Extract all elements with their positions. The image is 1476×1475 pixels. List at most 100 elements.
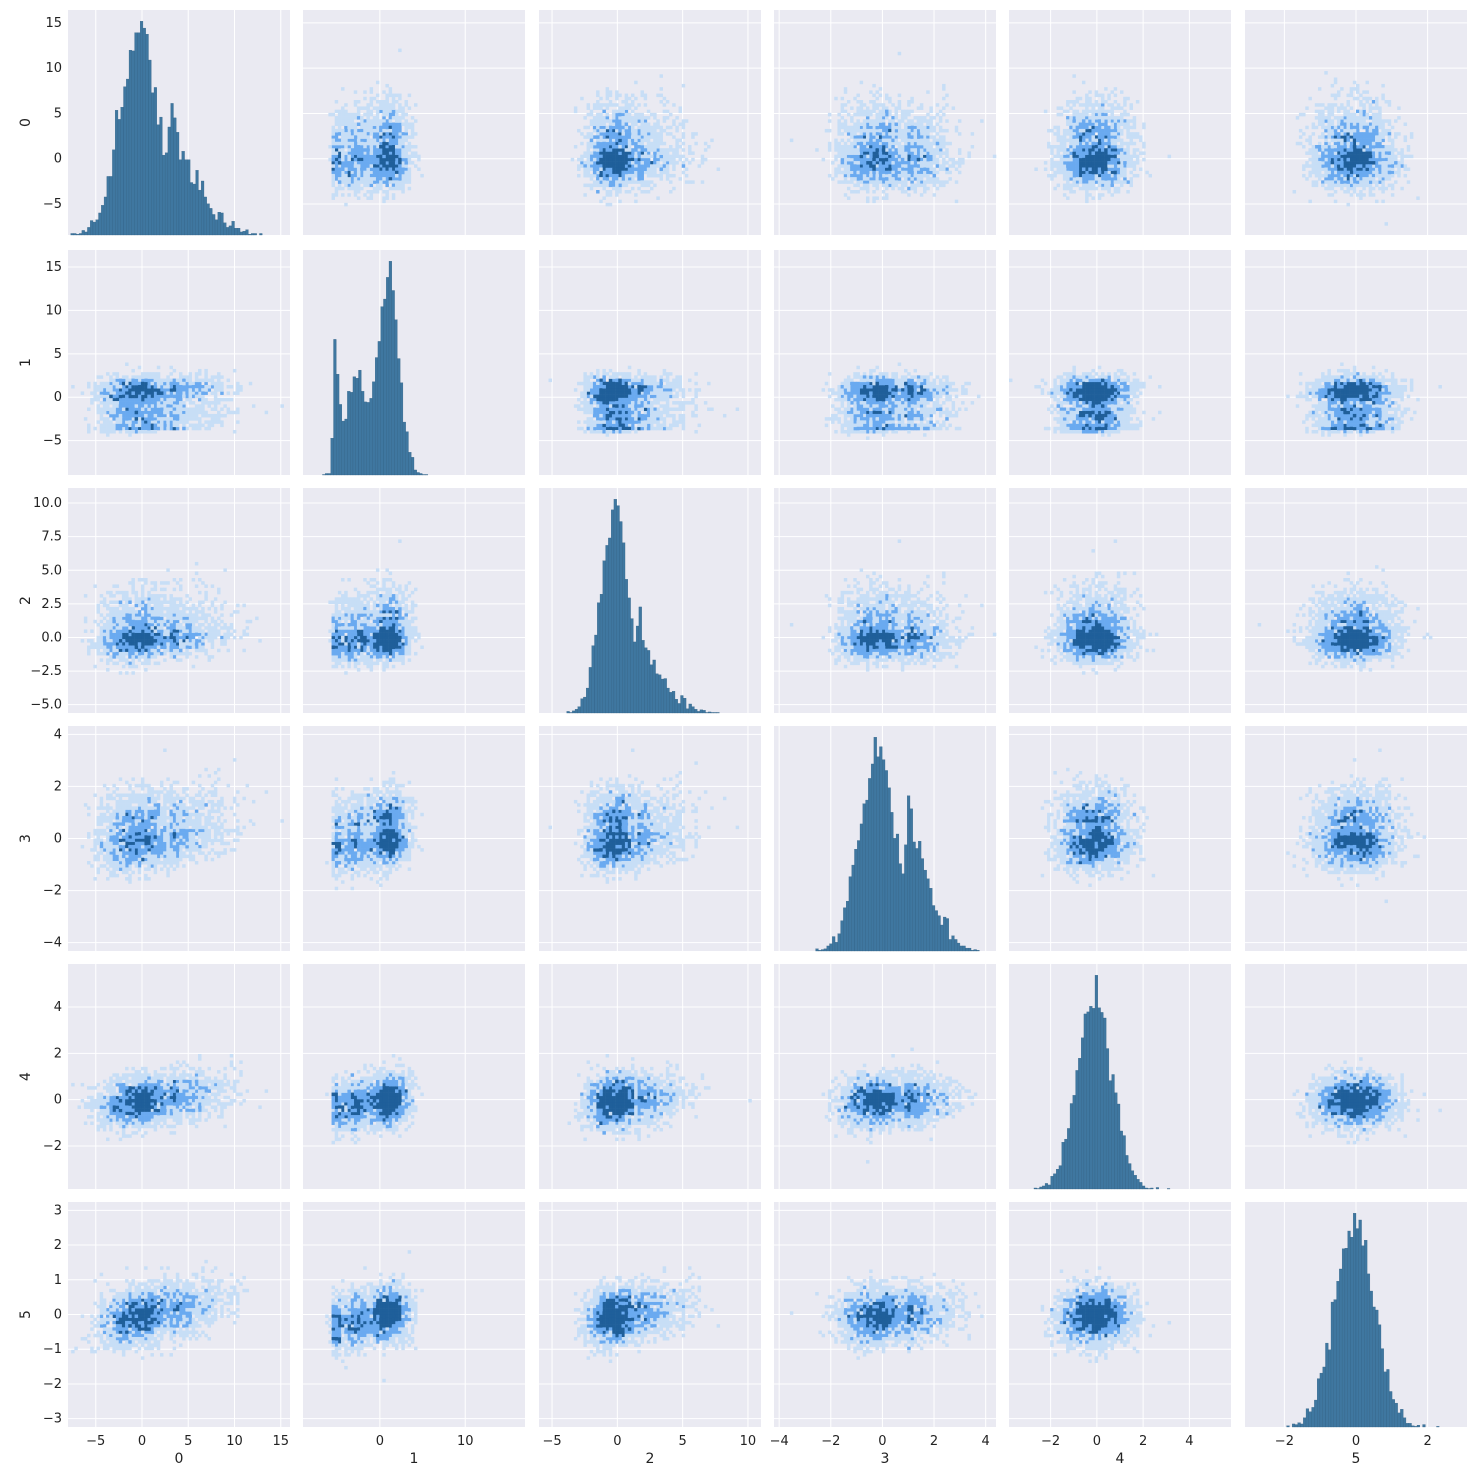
density-cell [344, 157, 348, 162]
density-cell [932, 151, 937, 155]
density-cell [347, 112, 351, 117]
density-cell [1371, 186, 1376, 191]
density-cell [675, 161, 679, 165]
density-cell [589, 388, 594, 392]
density-cell [369, 132, 374, 136]
density-cell [1343, 177, 1347, 181]
density-cell [217, 420, 221, 424]
density-cell [356, 116, 361, 120]
density-cell [653, 170, 657, 175]
density-cell [662, 388, 667, 392]
density-cell [837, 122, 841, 127]
density-cell [1078, 141, 1083, 146]
density-cell [637, 372, 641, 376]
density-cell [1349, 128, 1354, 133]
density-cell [134, 394, 139, 399]
density-cell [919, 141, 924, 146]
histogram-bar [405, 431, 409, 476]
density-cell [875, 154, 879, 159]
density-cell [350, 122, 355, 127]
density-cell [1327, 177, 1331, 181]
density-cell [672, 157, 676, 162]
density-cell [1100, 161, 1105, 165]
density-cell [938, 141, 943, 146]
density-cell [615, 401, 619, 405]
density-cell [1107, 138, 1111, 143]
density-cell [894, 148, 898, 152]
density-cell [1085, 151, 1089, 155]
density-cell [1298, 112, 1303, 117]
density-cell [1352, 170, 1357, 175]
density-cell [1317, 148, 1322, 152]
density-cell [640, 145, 644, 149]
density-cell [684, 173, 689, 178]
density-cell [347, 122, 351, 127]
density-cell [226, 385, 231, 389]
density-cell [650, 154, 654, 159]
density-cell [251, 404, 256, 408]
density-cell [646, 167, 651, 172]
density-cell [659, 157, 663, 162]
density-cell [675, 125, 679, 130]
density-cell [907, 138, 911, 143]
density-cell [869, 180, 873, 184]
density-cell [951, 157, 956, 162]
density-cell [1340, 128, 1344, 133]
density-cell [169, 372, 173, 376]
density-cell [1362, 132, 1366, 136]
density-cell [182, 391, 186, 395]
density-cell [681, 125, 686, 130]
density-cell [945, 148, 949, 152]
density-cell [929, 151, 933, 155]
density-cell [875, 125, 879, 130]
density-cell [1321, 180, 1325, 184]
density-cell [188, 372, 192, 376]
density-cell [596, 413, 600, 418]
density-cell [1384, 145, 1389, 149]
density-cell [669, 132, 673, 136]
histogram-bar [413, 469, 417, 476]
density-cell [878, 167, 883, 172]
density-cell [1317, 145, 1322, 149]
density-cell [665, 177, 670, 181]
density-cell [653, 401, 657, 405]
density-cell [630, 161, 635, 165]
density-cell [859, 186, 864, 191]
density-cell [640, 183, 644, 188]
density-cell [837, 141, 841, 146]
density-cell [596, 151, 600, 155]
density-cell [684, 157, 689, 162]
density-cell [172, 381, 177, 386]
density-cell [1078, 116, 1083, 120]
histogram [70, 21, 263, 236]
density-cell [656, 154, 660, 159]
density-cell [624, 151, 629, 155]
density-cell [586, 154, 591, 159]
density-cell [878, 125, 883, 130]
density-cell [118, 426, 123, 431]
density-cell [853, 177, 857, 181]
density-cell [669, 173, 673, 178]
density-cell [885, 116, 889, 120]
y-tick-label: 5 [54, 106, 62, 121]
density-cell [204, 391, 208, 395]
density-cell [678, 401, 683, 405]
density-cell [1375, 106, 1379, 110]
density-cell [1365, 148, 1369, 152]
density-cell [1371, 132, 1376, 136]
density-cell [919, 106, 924, 110]
density-cell [646, 417, 651, 421]
density-cell [404, 125, 408, 130]
density-cell [175, 413, 180, 418]
density-cell [1066, 148, 1070, 152]
density-cell [166, 397, 170, 402]
density-cell [375, 148, 380, 152]
density-cell [1091, 164, 1095, 168]
density-cell [1343, 157, 1347, 162]
density-cell [875, 157, 879, 162]
density-cell [624, 135, 629, 139]
density-cell [1314, 125, 1319, 130]
panel-1-2 [539, 250, 761, 475]
density-cell [1327, 180, 1331, 184]
density-cell [904, 180, 908, 184]
